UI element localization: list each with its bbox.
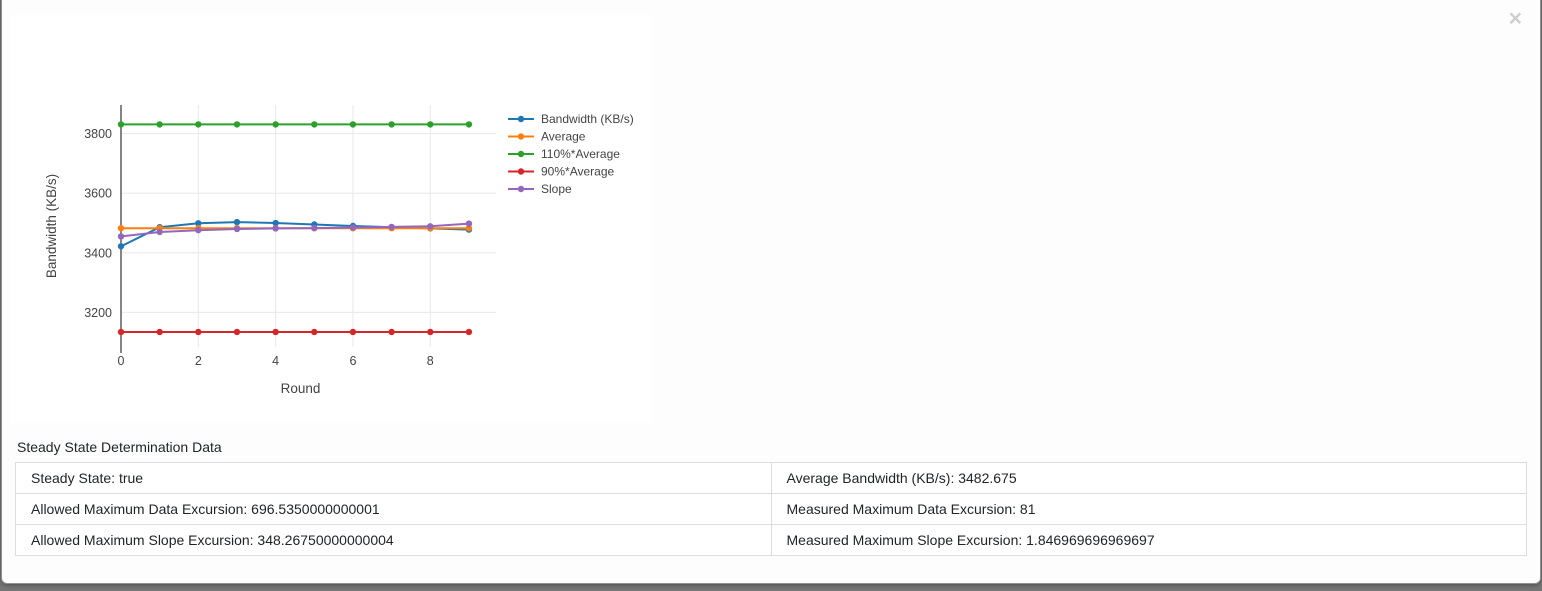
series-marker (311, 121, 318, 128)
table-row: Allowed Maximum Slope Excursion: 348.267… (15, 524, 1527, 556)
series-marker (272, 225, 279, 232)
table-row: Allowed Maximum Data Excursion: 696.5350… (15, 493, 1527, 525)
series-marker (427, 121, 434, 128)
x-axis-title: Round (281, 381, 321, 396)
series-marker (117, 243, 125, 250)
series-marker (388, 223, 395, 231)
series-marker (388, 328, 395, 336)
series-marker (465, 328, 473, 336)
legend-label: 90%*Average (541, 165, 614, 179)
series-marker (465, 220, 473, 227)
legend-label: Average (541, 130, 586, 144)
y-tick-label: 3400 (84, 246, 112, 260)
legend-item[interactable]: Slope (508, 182, 572, 196)
table-cell: Steady State: true (15, 462, 772, 494)
series-marker (349, 121, 357, 128)
y-tick-label: 3600 (84, 187, 112, 201)
table-row: Steady State: true Average Bandwidth (KB/… (15, 462, 1527, 494)
legend-label: 110%*Average (541, 147, 620, 161)
series-marker (233, 218, 241, 226)
legend-marker (517, 133, 525, 140)
series-marker (195, 121, 202, 128)
series-marker (233, 328, 241, 336)
series-marker (272, 219, 279, 227)
series-marker (117, 224, 125, 232)
legend-marker (517, 185, 525, 193)
table-caption: Steady State Determination Data (17, 439, 222, 455)
series-marker (272, 328, 279, 336)
series-marker (388, 121, 395, 128)
series-marker (465, 121, 473, 128)
legend-item[interactable]: 90%*Average (508, 165, 614, 179)
y-axis-title: Bandwidth (KB/s) (44, 174, 59, 278)
series-marker (195, 226, 202, 234)
legend-label: Bandwidth (KB/s) (541, 112, 634, 126)
series-marker (117, 121, 125, 128)
series-marker (117, 328, 125, 336)
series-marker (272, 121, 279, 128)
x-tick-label: 0 (118, 354, 125, 368)
series-marker (233, 225, 241, 233)
legend-item[interactable]: Bandwidth (KB/s) (508, 112, 634, 126)
bandwidth-chart: 3200 3400 3600 3800 0 2 4 6 8 Round Bandwidth (KB/… (44, 105, 634, 396)
chart-series (117, 218, 473, 250)
series-marker (117, 233, 125, 240)
x-tick-label: 8 (427, 354, 434, 368)
series-line (120, 222, 469, 238)
series-marker (311, 224, 318, 232)
series-marker (427, 328, 434, 336)
y-tick-label: 3200 (84, 306, 112, 320)
series-marker (156, 328, 163, 336)
series-marker (311, 328, 318, 336)
steady-state-table: Steady State: true Average Bandwidth (KB/… (15, 462, 1527, 556)
series-marker (156, 228, 163, 236)
legend-marker (517, 168, 525, 175)
chart-series (117, 121, 473, 128)
legend-marker (517, 150, 525, 158)
legend-item[interactable]: 110%*Average (508, 147, 620, 161)
table-cell: Measured Maximum Data Excursion: 81 (770, 493, 1527, 525)
legend-marker (517, 115, 525, 123)
series-marker (233, 121, 241, 128)
series-marker (427, 223, 434, 230)
x-tick-label: 2 (195, 354, 202, 368)
close-icon: × (1508, 5, 1522, 31)
y-tick-label: 3800 (84, 127, 112, 141)
series-marker (349, 328, 357, 336)
table-cell: Allowed Maximum Slope Excursion: 348.267… (15, 524, 772, 556)
x-tick-label: 6 (349, 354, 356, 368)
legend-item[interactable]: Average (508, 130, 586, 144)
series-marker (465, 224, 473, 232)
table-cell: Measured Maximum Slope Excursion: 1.8469… (770, 524, 1527, 556)
bandwidth-chart-panel: 3200 3400 3600 3800 0 2 4 6 8 Round Bandwidth (KB/… (11, 15, 652, 423)
chart-series (117, 220, 473, 240)
steady-state-table-section: Steady State Determination Data Steady S… (15, 437, 1527, 556)
series-marker (195, 220, 202, 227)
legend-label: Slope (541, 182, 572, 196)
series-marker (195, 328, 202, 336)
chart-series (117, 328, 473, 336)
series-marker (156, 121, 163, 128)
close-button[interactable]: × (1509, 7, 1522, 30)
table-cell: Allowed Maximum Data Excursion: 696.5350… (15, 493, 772, 525)
x-tick-label: 4 (272, 354, 279, 368)
series-marker (349, 224, 357, 231)
table-cell: Average Bandwidth (KB/s): 3482.675 (770, 462, 1527, 494)
